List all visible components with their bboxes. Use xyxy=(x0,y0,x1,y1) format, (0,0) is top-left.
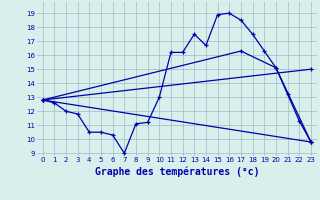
X-axis label: Graphe des températures (°c): Graphe des températures (°c) xyxy=(94,166,259,177)
